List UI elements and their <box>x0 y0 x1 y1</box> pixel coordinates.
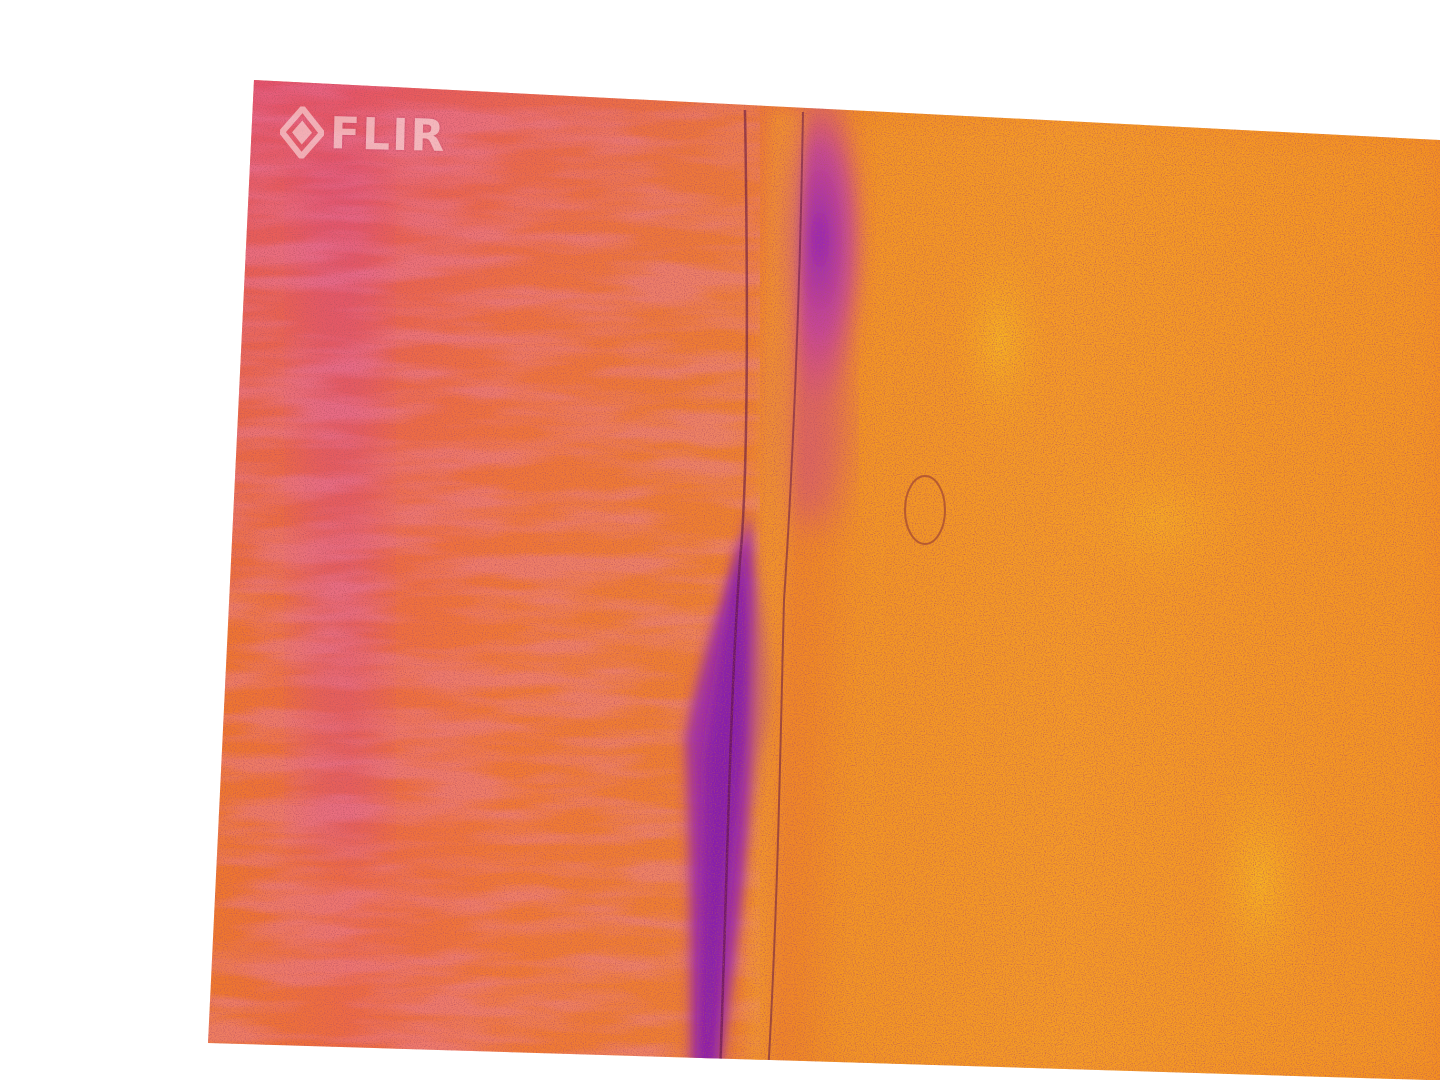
speckle-texture <box>208 80 1440 1080</box>
thermal-content <box>208 80 1440 1080</box>
